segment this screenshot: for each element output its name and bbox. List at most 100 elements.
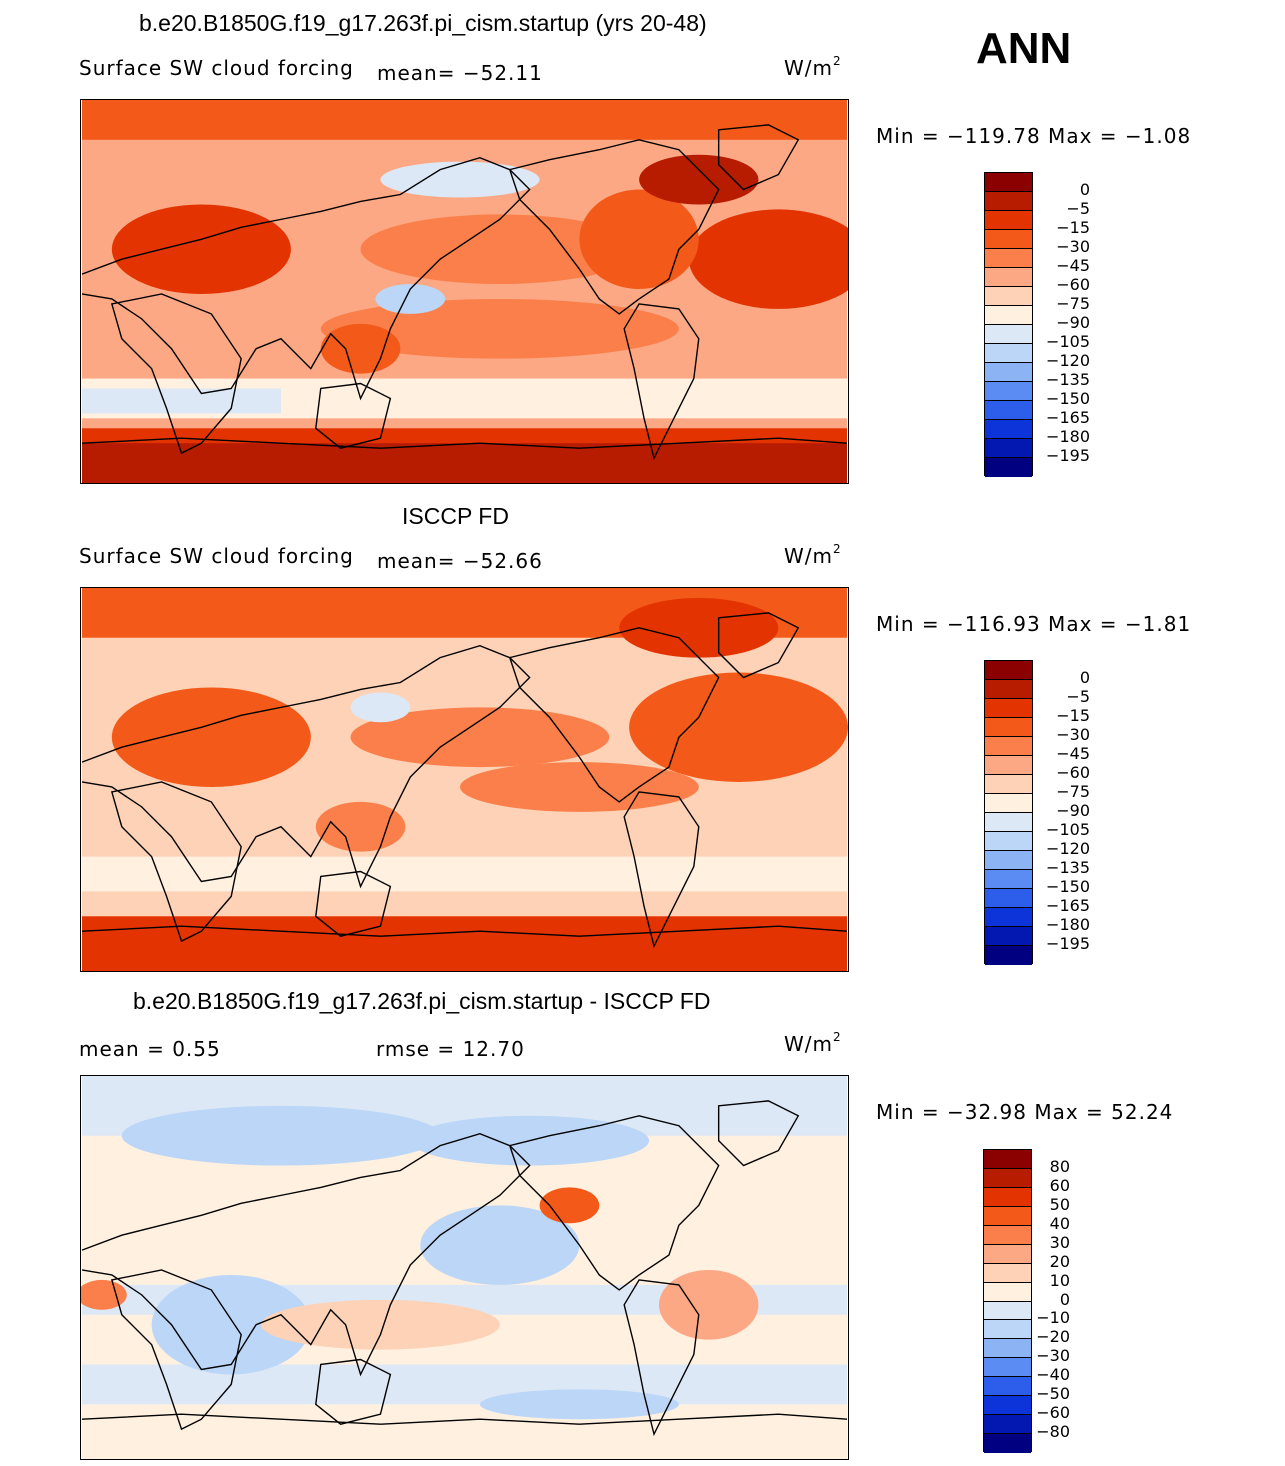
colorbar-swatch — [984, 1206, 1031, 1226]
colorbar-swatch — [985, 756, 1032, 775]
colorbar-swatch — [985, 306, 1032, 325]
panel-3-mean: mean = 0.55 — [79, 1037, 221, 1061]
colorbar-tick-label: −195 — [1046, 934, 1090, 953]
colorbar-tick-label: 80 — [1049, 1156, 1070, 1176]
colorbar-swatch — [985, 287, 1032, 306]
colorbar-swatch — [985, 363, 1032, 382]
panel-1-min-max: Min = −119.78 Max = −1.08 — [876, 124, 1192, 148]
colorbar-tick-label: 0 — [1059, 1289, 1070, 1309]
panel-2-mean-label: mean= — [377, 549, 456, 573]
colorbar-swatch — [985, 382, 1032, 401]
colorbar-tick-label: −120 — [1046, 839, 1090, 858]
colorbar-swatch — [985, 946, 1032, 965]
panel-1-mean-value: −52.11 — [462, 61, 543, 85]
colorbar-tick-label: −45 — [1056, 744, 1090, 763]
colorbar-swatch — [985, 813, 1032, 832]
colorbar-tick-label: −75 — [1056, 782, 1090, 801]
colorbar-swatch — [984, 1415, 1031, 1435]
colorbar-swatch — [984, 1263, 1031, 1283]
colorbar-swatch — [985, 737, 1032, 756]
colorbar-tick-label: 10 — [1049, 1270, 1070, 1290]
panel-1-variable: Surface SW cloud forcing — [79, 56, 354, 80]
colorbar-swatch — [985, 889, 1032, 908]
colorbar-tick-label: 30 — [1049, 1232, 1070, 1252]
colorbar-swatch — [985, 249, 1032, 268]
colorbar-swatch — [985, 173, 1032, 192]
panel-3-colorbar — [983, 1149, 1032, 1453]
colorbar-tick-label: 60 — [1049, 1175, 1070, 1195]
colorbar-tick-label: −150 — [1046, 877, 1090, 896]
colorbar-tick-label: −30 — [1036, 1346, 1070, 1366]
colorbar-swatch — [985, 401, 1032, 420]
colorbar-tick-label: −20 — [1036, 1327, 1070, 1347]
colorbar-swatch — [985, 832, 1032, 851]
colorbar-tick-label: −5 — [1066, 687, 1090, 706]
colorbar-swatch — [985, 268, 1032, 287]
colorbar-swatch — [985, 699, 1032, 718]
panel-3-mean-label: mean = — [79, 1037, 165, 1061]
colorbar-swatch — [985, 718, 1032, 737]
panel-2-mean-value: −52.66 — [462, 549, 543, 573]
colorbar-swatch — [984, 1301, 1031, 1321]
colorbar-swatch — [984, 1225, 1031, 1245]
panel-3-rmse-value: 12.70 — [462, 1037, 525, 1061]
season-label: ANN — [976, 24, 1072, 73]
colorbar-swatch — [984, 1168, 1031, 1188]
colorbar-tick-label: −60 — [1036, 1403, 1070, 1423]
colorbar-tick-label: −75 — [1056, 294, 1090, 313]
colorbar-swatch — [985, 344, 1032, 363]
panel-3-mean-value: 0.55 — [172, 1037, 221, 1061]
colorbar-tick-label: −105 — [1046, 820, 1090, 839]
colorbar-swatch — [984, 1320, 1031, 1340]
colorbar-swatch — [984, 1396, 1031, 1416]
colorbar-tick-label: −180 — [1046, 915, 1090, 934]
panel-3-rmse: rmse = 12.70 — [376, 1037, 525, 1061]
colorbar-tick-label: −135 — [1046, 370, 1090, 389]
panel-2-title: ISCCP FD — [402, 503, 509, 529]
colorbar-tick-label: −105 — [1046, 332, 1090, 351]
colorbar-tick-label: −150 — [1046, 389, 1090, 408]
panel-2-units: W/m2 — [784, 542, 842, 568]
colorbar-tick-label: −180 — [1046, 427, 1090, 446]
panel-3-rmse-label: rmse = — [376, 1037, 456, 1061]
colorbar-tick-label: −50 — [1036, 1384, 1070, 1404]
colorbar-swatch — [984, 1377, 1031, 1397]
colorbar-swatch — [984, 1244, 1031, 1264]
colorbar-tick-label: −135 — [1046, 858, 1090, 877]
colorbar-swatch — [985, 775, 1032, 794]
colorbar-swatch — [985, 230, 1032, 249]
panel-2-variable: Surface SW cloud forcing — [79, 544, 354, 568]
panel-3-map — [80, 1075, 849, 1460]
panel-1-mean-label: mean= — [377, 61, 456, 85]
colorbar-tick-label: −5 — [1066, 199, 1090, 218]
panel-1-map — [80, 99, 849, 484]
colorbar-swatch — [985, 680, 1032, 699]
colorbar-swatch — [985, 192, 1032, 211]
colorbar-tick-label: 40 — [1049, 1213, 1070, 1233]
colorbar-swatch — [985, 870, 1032, 889]
colorbar-tick-label: 20 — [1049, 1251, 1070, 1271]
colorbar-swatch — [984, 1282, 1031, 1302]
colorbar-swatch — [985, 420, 1032, 439]
panel-1-mean: mean= −52.11 — [377, 61, 543, 85]
colorbar-tick-label: 0 — [1079, 668, 1090, 687]
colorbar-swatch — [984, 1150, 1031, 1169]
colorbar-swatch — [985, 325, 1032, 344]
colorbar-swatch — [985, 908, 1032, 927]
colorbar-tick-label: −80 — [1036, 1422, 1070, 1442]
colorbar-swatch — [984, 1358, 1031, 1378]
panel-1-units: W/m2 — [784, 54, 842, 80]
colorbar-tick-label: −90 — [1056, 801, 1090, 820]
panel-2-mean: mean= −52.66 — [377, 549, 543, 573]
colorbar-tick-label: −15 — [1056, 218, 1090, 237]
colorbar-tick-label: −165 — [1046, 896, 1090, 915]
colorbar-tick-label: −60 — [1056, 763, 1090, 782]
panel-3-units: W/m2 — [784, 1030, 842, 1056]
colorbar-swatch — [985, 794, 1032, 813]
colorbar-tick-label: −15 — [1056, 706, 1090, 725]
colorbar-tick-label: −120 — [1046, 351, 1090, 370]
colorbar-swatch — [985, 439, 1032, 458]
colorbar-tick-label: −30 — [1056, 725, 1090, 744]
colorbar-swatch — [985, 211, 1032, 230]
colorbar-swatch — [984, 1187, 1031, 1207]
